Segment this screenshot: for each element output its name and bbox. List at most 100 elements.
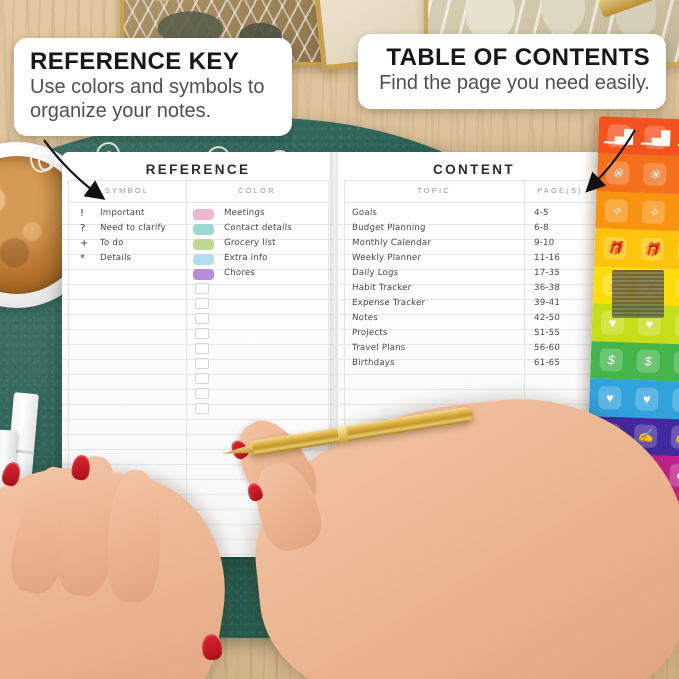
callout-right-body: Find the page you need easily. bbox=[379, 72, 650, 95]
toc-topic: Habit Tracker bbox=[351, 283, 412, 293]
money-chart-icon[interactable]: $ bbox=[599, 348, 624, 373]
right-column-divider bbox=[524, 180, 525, 557]
empty-checkbox[interactable] bbox=[195, 358, 209, 369]
pen-ring bbox=[336, 425, 349, 444]
gift-icon[interactable]: 🎁 bbox=[640, 237, 665, 262]
party-popper-icon[interactable]: ✧ bbox=[604, 198, 629, 223]
color-label: Meetings bbox=[223, 208, 266, 218]
toc-row: Projects 51-55 bbox=[338, 326, 610, 341]
toc-row: Expense Tracker 39-41 bbox=[338, 296, 610, 311]
heart-icon[interactable]: ♥ bbox=[598, 385, 622, 410]
heart-icon[interactable]: ♥ bbox=[634, 387, 659, 411]
right-header-rule-bottom bbox=[344, 202, 604, 203]
empty-checkbox[interactable] bbox=[195, 298, 209, 309]
bar-chart-icon[interactable]: ▁▄█ bbox=[642, 125, 671, 149]
sticker-row[interactable]: ※※※ bbox=[596, 153, 679, 195]
callout-right-title: TABLE OF CONTENTS bbox=[386, 44, 650, 71]
color-swatch bbox=[193, 268, 214, 280]
toc-topic: Budget Planning bbox=[351, 223, 426, 233]
color-row: Grocery list bbox=[62, 236, 334, 251]
callout-left-title: REFERENCE KEY bbox=[30, 48, 240, 75]
toc-row: Notes 42-50 bbox=[338, 311, 610, 326]
toc-topic: Projects bbox=[351, 328, 388, 338]
left-column-header-symbol: SYMBOL bbox=[104, 186, 150, 195]
reading-icon[interactable]: ✍ bbox=[670, 425, 679, 450]
heart-icon[interactable]: ♥ bbox=[671, 388, 679, 413]
color-row: Meetings bbox=[62, 206, 334, 221]
party-popper-icon[interactable]: ✧ bbox=[641, 199, 666, 224]
money-chart-icon[interactable]: $ bbox=[636, 349, 661, 374]
left-header-rule-bottom bbox=[68, 202, 328, 203]
toc-row: Travel Plans 56-60 bbox=[338, 341, 610, 356]
open-notebook: REFERENCE SYMBOL COLOR ! Important? Need t… bbox=[62, 152, 610, 557]
toc-row: Budget Planning 6-8 bbox=[338, 221, 610, 236]
toc-row: Weekly Planner 11-16 bbox=[338, 251, 610, 266]
toc-pages: 42-50 bbox=[533, 313, 561, 323]
left-page-border-left bbox=[68, 180, 69, 557]
color-swatch bbox=[193, 208, 214, 220]
gift-icon[interactable]: 🎁 bbox=[603, 236, 628, 260]
empty-checkbox[interactable] bbox=[195, 373, 209, 384]
toc-pages: 39-41 bbox=[533, 298, 561, 308]
symbol-glyph: ? bbox=[80, 223, 86, 234]
toc-pages: 36-38 bbox=[533, 283, 561, 293]
toc-pages: 11-16 bbox=[533, 253, 561, 263]
left-column-header-color: COLOR bbox=[238, 186, 276, 195]
toc-topic: Daily Logs bbox=[351, 268, 399, 278]
color-label: Grocery list bbox=[223, 238, 276, 248]
empty-checkbox[interactable] bbox=[195, 328, 209, 339]
toc-pages: 9-10 bbox=[533, 238, 555, 248]
toc-topic: Travel Plans bbox=[351, 343, 406, 353]
right-page-title: CONTENT bbox=[432, 162, 516, 177]
right-column-header-pages: PAGE(S) bbox=[537, 186, 583, 195]
sticker-row[interactable]: ♥ ♥ ♥ bbox=[588, 378, 679, 420]
toc-topic: Expense Tracker bbox=[351, 298, 426, 308]
toc-row: Habit Tracker 36-38 bbox=[338, 281, 610, 296]
meditation-icon[interactable]: ☻ bbox=[669, 463, 679, 487]
toc-row: Daily Logs 17-35 bbox=[338, 266, 610, 281]
symbol-row: ! Important bbox=[62, 206, 334, 221]
left-page-border-right bbox=[328, 180, 329, 557]
empty-checkbox[interactable] bbox=[195, 283, 209, 294]
empty-checkbox[interactable] bbox=[195, 313, 209, 324]
symbol-glyph: ! bbox=[80, 208, 85, 219]
color-label: Extra info bbox=[223, 253, 268, 263]
toc-topic: Monthly Calendar bbox=[351, 238, 432, 248]
toc-topic: Birthdays bbox=[351, 358, 396, 368]
sticker-row[interactable]: ✧✧✧ bbox=[595, 191, 679, 233]
sticker-row[interactable]: $ $ $ bbox=[590, 340, 679, 382]
left-header-rule-top bbox=[68, 180, 328, 181]
callout-left-body: Use colors and symbols to organize your … bbox=[30, 76, 265, 122]
toc-pages: 51-55 bbox=[533, 328, 561, 338]
left-page-title: REFERENCE bbox=[145, 162, 251, 177]
color-row: Chores bbox=[62, 266, 334, 281]
toc-row: Monthly Calendar 9-10 bbox=[338, 236, 610, 251]
empty-checkbox[interactable] bbox=[195, 388, 209, 399]
sticker-sheet-shadow bbox=[612, 270, 664, 318]
symbol-row: ? Need to clarify bbox=[62, 221, 334, 236]
color-swatch bbox=[193, 223, 214, 235]
color-swatch bbox=[193, 238, 214, 250]
money-chart-icon[interactable]: $ bbox=[673, 350, 679, 375]
sticker-row[interactable]: ▁▄█▁▄█▁▄█ bbox=[597, 116, 679, 158]
symbol-row: * Details bbox=[62, 251, 334, 266]
empty-checkbox[interactable] bbox=[195, 343, 209, 354]
empty-checkbox[interactable] bbox=[195, 403, 209, 414]
right-page-border-left bbox=[344, 180, 345, 557]
left-column-divider bbox=[186, 180, 187, 557]
cutlery-heart-icon[interactable]: ♥ bbox=[674, 313, 679, 338]
color-label: Contact details bbox=[223, 223, 293, 233]
notebook-spine bbox=[330, 152, 340, 557]
toc-pages: 17-35 bbox=[533, 268, 561, 278]
toc-topic: Notes bbox=[351, 313, 379, 323]
sticker-row[interactable]: 🎁🎁🎁 bbox=[593, 228, 679, 270]
toc-topic: Goals bbox=[351, 208, 378, 218]
bar-chart-icon[interactable]: ▁▄█ bbox=[605, 123, 634, 148]
celebration-icon[interactable]: ※ bbox=[642, 162, 667, 187]
symbol-glyph: * bbox=[80, 253, 85, 264]
toc-pages: 6-8 bbox=[533, 223, 549, 233]
celebration-icon[interactable]: ※ bbox=[605, 161, 630, 186]
callout-reference-key: REFERENCE KEY Use colors and symbols to … bbox=[14, 38, 292, 136]
toc-row: Goals 4-5 bbox=[338, 206, 610, 221]
